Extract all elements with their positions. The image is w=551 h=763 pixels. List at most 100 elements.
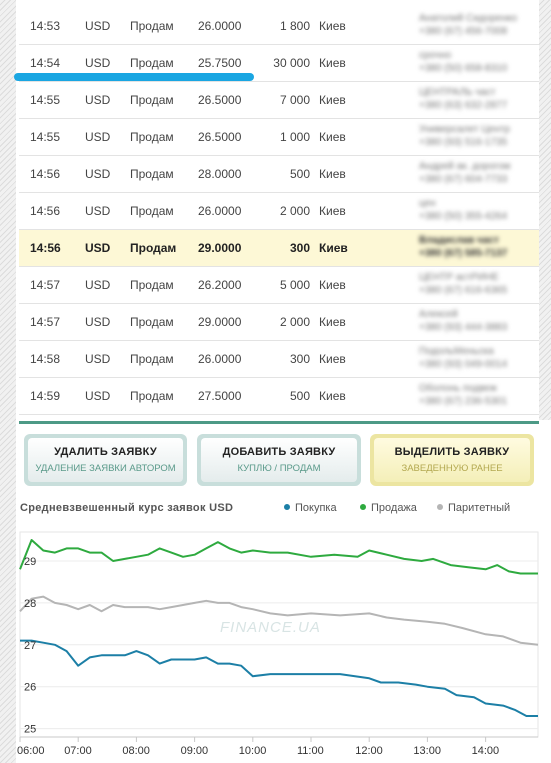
order-time: 14:56 (30, 167, 61, 181)
order-contact: ЦЕНТРАЛЬ част +380 (63) 632-2877 (419, 86, 507, 112)
chart-watermark: FINANCE.UA (220, 619, 321, 636)
delete-order-button[interactable]: УДАЛИТЬ ЗАЯВКУ УДАЛЕНИЕ ЗАЯВКИ АВТОРОМ (24, 434, 187, 486)
legend-buy-dot-icon (284, 504, 290, 510)
delete-order-button-face[interactable]: УДАЛИТЬ ЗАЯВКУ УДАЛЕНИЕ ЗАЯВКИ АВТОРОМ (28, 438, 183, 482)
order-time: 14:55 (30, 130, 61, 144)
x-tick-label: 08:00 (122, 745, 150, 757)
order-time: 14:57 (30, 315, 61, 329)
order-city: Киев (319, 167, 346, 181)
order-type: Продам (130, 167, 174, 181)
order-rate: 26.0000 (198, 204, 242, 218)
order-contact-line: Алексей (419, 309, 458, 320)
order-type: Продам (130, 56, 174, 70)
order-currency: USD (85, 56, 111, 70)
add-order-subtitle: КУПЛЮ / ПРОДАМ (237, 463, 321, 474)
order-contact-line: ПодольМеньска (419, 346, 494, 357)
legend-sell-dot-icon (360, 504, 366, 510)
order-type: Продам (130, 93, 174, 107)
order-rate: 26.0000 (198, 19, 242, 33)
legend-parity[interactable]: Паритетный (437, 502, 510, 514)
chart-title: Средневзвешенный курс заявок USD (20, 502, 234, 514)
order-contact-line: +380 (50) 658-8310 (419, 63, 508, 74)
order-row[interactable]: 14:58 USD Продам 26.0000 300 Киев ПодольМеньск… (19, 341, 539, 378)
series-sell-line (19, 539, 538, 575)
order-amount: 2 000 (279, 315, 310, 329)
order-row[interactable]: 14:55 USD Продам 26.5000 1 000 Киев Универсале… (19, 119, 539, 156)
x-tick-label: 12:00 (355, 745, 383, 757)
order-contact: Алексей +380 (93) 444-3883 (419, 308, 507, 334)
y-tick-label: 26 (24, 682, 36, 694)
order-row[interactable]: 14:56 USD Продам 28.0000 500 Киев Андрей ак. д… (19, 156, 539, 193)
order-contact-line: срочно (419, 50, 452, 61)
order-contact-line: +380 (67) 456-7008 (419, 26, 508, 37)
order-rate: 29.0000 (198, 241, 242, 255)
add-order-title: ДОБАВИТЬ ЗАЯВКУ (222, 446, 336, 458)
order-currency: USD (85, 278, 111, 292)
chart-series (19, 539, 539, 717)
order-contact: Андрей ак. дорогом +380 (67) 604-7733 (419, 160, 510, 186)
order-contact-line: Андрей ак. дорогом (419, 161, 511, 172)
order-city: Киев (319, 241, 348, 255)
add-order-button-face[interactable]: ДОБАВИТЬ ЗАЯВКУ КУПЛЮ / ПРОДАМ (201, 438, 357, 482)
order-amount: 500 (289, 389, 310, 403)
order-time: 14:58 (30, 352, 61, 366)
order-currency: USD (85, 19, 111, 33)
order-row[interactable]: 14:56 USD Продам 26.0000 2 000 Киев цен +380 (5… (19, 193, 539, 230)
order-contact: ЦЕНТР астРИНЕ +380 (67) 616-6365 (419, 271, 507, 297)
order-row[interactable]: 14:53 USD Продам 26.0000 1 800 Киев Анатолий С… (19, 8, 539, 45)
order-contact: Универсалет Центр +380 (93) 516-1735 (419, 123, 510, 149)
select-order-subtitle: ЗАВЕДЕННУЮ РАНЕЕ (401, 463, 503, 474)
order-currency: USD (85, 389, 111, 403)
order-contact-line: +380 (67) 616-6365 (419, 285, 508, 296)
order-type: Продам (130, 352, 174, 366)
order-currency: USD (85, 204, 111, 218)
order-time: 14:54 (30, 56, 61, 70)
order-contact-line: Анатолий Сидоренко (419, 13, 518, 24)
select-order-button-face[interactable]: ВЫДЕЛИТЬ ЗАЯВКУ ЗАВЕДЕННУЮ РАНЕЕ (374, 438, 530, 482)
chart-x-ticks: 06:00 07:00 08:00 09:00 10:00 11:00 12:00 13:00… (17, 737, 499, 757)
order-rate: 28.0000 (198, 167, 242, 181)
order-rate: 29.0000 (198, 315, 242, 329)
order-contact-line: +380 (67) 236-5301 (419, 396, 508, 407)
order-rate: 25.7500 (198, 56, 242, 70)
order-contact-line: +380 (67) 604-7733 (419, 174, 508, 185)
order-amount: 300 (289, 352, 310, 366)
order-contact: Владислав част +380 (67) 585-7137 (419, 234, 507, 260)
legend-buy[interactable]: Покупка (284, 502, 337, 514)
order-rate: 26.5000 (198, 93, 242, 107)
y-tick-label: 27 (24, 640, 36, 652)
order-contact: Оболонь подвеж +380 (67) 236-5301 (419, 382, 507, 408)
order-row[interactable]: 14:59 USD Продам 27.5000 500 Киев Оболонь подв… (19, 378, 539, 415)
order-city: Киев (319, 315, 346, 329)
x-tick-label: 10:00 (239, 745, 267, 757)
add-order-button[interactable]: ДОБАВИТЬ ЗАЯВКУ КУПЛЮ / ПРОДАМ (197, 434, 361, 486)
legend-sell[interactable]: Продажа (360, 502, 417, 514)
order-contact-line: +380 (93) 444-3883 (419, 322, 508, 333)
order-rate: 26.0000 (198, 352, 242, 366)
order-amount: 2 000 (279, 204, 310, 218)
series-parity-line (19, 595, 539, 646)
order-row[interactable]: 14:56 USD Продам 29.0000 300 Киев Владислав ча… (19, 230, 539, 267)
order-row[interactable]: 14:55 USD Продам 26.5000 7 000 Киев ЦЕНТРАЛЬ ч… (19, 82, 539, 119)
legend-parity-dot-icon (437, 504, 443, 510)
select-order-button[interactable]: ВЫДЕЛИТЬ ЗАЯВКУ ЗАВЕДЕННУЮ РАНЕЕ (370, 434, 534, 486)
order-currency: USD (85, 167, 111, 181)
order-amount: 500 (289, 167, 310, 181)
order-amount: 30 000 (273, 56, 310, 70)
order-city: Киев (319, 19, 346, 33)
order-contact-line: цен (419, 198, 436, 209)
order-city: Киев (319, 130, 346, 144)
order-contact-line: Универсалет Центр (419, 124, 510, 135)
x-tick-label: 11:00 (297, 745, 324, 757)
action-buttons: УДАЛИТЬ ЗАЯВКУ УДАЛЕНИЕ ЗАЯВКИ АВТОРОМ Д… (24, 434, 536, 488)
order-type: Продам (130, 130, 174, 144)
order-type: Продам (130, 204, 174, 218)
order-city: Киев (319, 278, 346, 292)
rate-chart[interactable]: FINANCE.UA 25 26 27 28 29 06:00 07:00 08:00 09:… (0, 518, 551, 763)
order-row[interactable]: 14:57 USD Продам 29.0000 2 000 Киев Алексей +38… (19, 304, 539, 341)
order-time: 14:56 (30, 241, 61, 255)
order-contact-line: +380 (93) 049-0014 (419, 359, 508, 370)
order-row[interactable]: 14:57 USD Продам 26.2000 5 000 Киев ЦЕНТР астР… (19, 267, 539, 304)
select-order-title: ВЫДЕЛИТЬ ЗАЯВКУ (394, 446, 510, 458)
order-contact-line: +380 (63) 632-2877 (419, 100, 508, 111)
